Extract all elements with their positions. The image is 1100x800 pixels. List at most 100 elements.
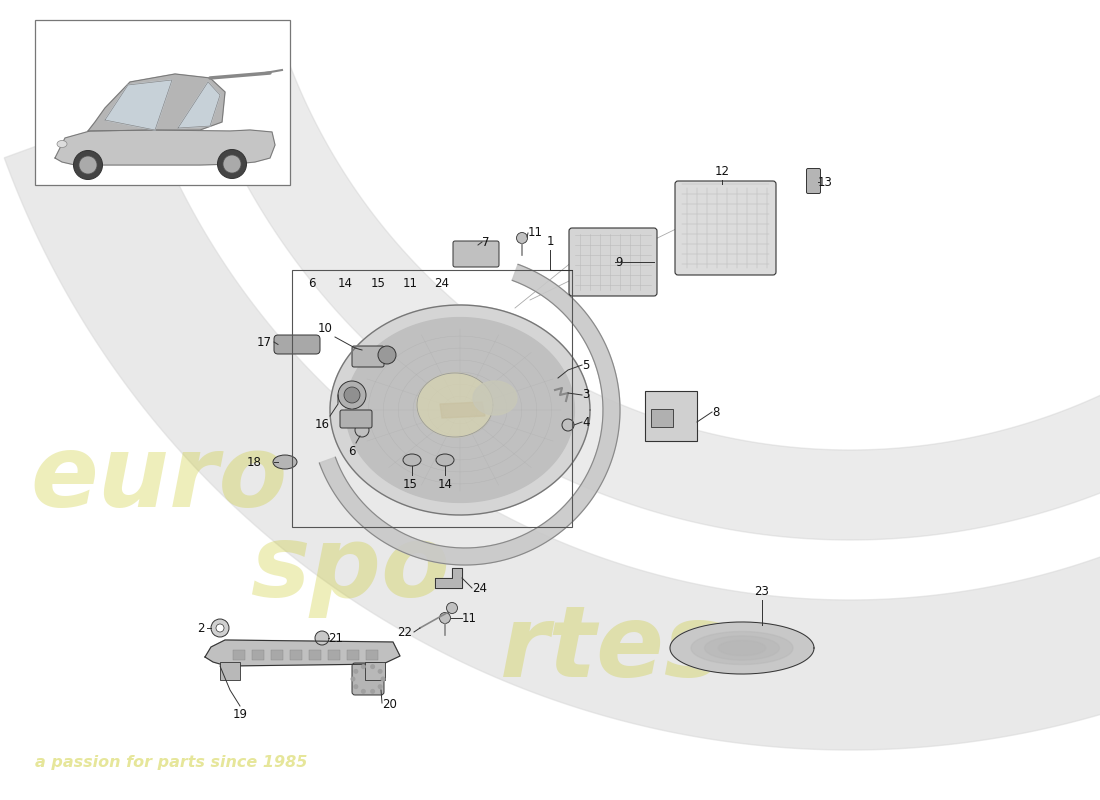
FancyBboxPatch shape [352,663,384,695]
Polygon shape [417,373,493,437]
Bar [328,650,340,660]
Bar [365,662,385,680]
Circle shape [361,689,366,694]
Text: 14: 14 [438,478,452,491]
Polygon shape [440,402,485,418]
Bar [271,650,283,660]
Text: 15: 15 [403,478,417,491]
Polygon shape [330,305,590,515]
FancyBboxPatch shape [274,335,320,354]
Text: 24: 24 [434,277,450,290]
Circle shape [79,156,97,174]
Bar [35,20,290,185]
FancyBboxPatch shape [806,169,821,194]
Text: 7: 7 [482,235,490,249]
Polygon shape [473,381,517,415]
Polygon shape [88,74,225,131]
Text: 20: 20 [382,698,397,711]
Text: 23: 23 [755,585,769,598]
Bar [233,650,245,660]
Text: 15: 15 [371,277,385,290]
Ellipse shape [57,141,67,147]
Circle shape [517,233,528,243]
Text: 14: 14 [338,277,352,290]
Circle shape [562,419,574,431]
Polygon shape [178,82,220,128]
FancyBboxPatch shape [352,346,384,367]
Text: 9: 9 [615,255,623,269]
Text: 22: 22 [397,626,412,638]
Text: 24: 24 [472,582,487,594]
Circle shape [315,631,329,645]
Text: 18: 18 [248,455,262,469]
Bar [366,650,378,660]
Polygon shape [718,640,766,656]
Ellipse shape [273,455,297,469]
Text: 13: 13 [818,175,833,189]
Text: 19: 19 [232,708,248,721]
Text: spo: spo [250,522,450,618]
Polygon shape [345,318,574,502]
Circle shape [353,684,359,689]
Polygon shape [319,264,620,565]
Ellipse shape [403,454,421,466]
Polygon shape [691,631,793,665]
Text: 21: 21 [328,631,343,645]
Bar [346,650,359,660]
Text: 6: 6 [349,445,355,458]
Text: 1: 1 [547,235,553,248]
Polygon shape [4,106,1100,750]
Polygon shape [205,640,400,666]
Circle shape [74,150,102,179]
Bar [252,650,264,660]
Text: rtes: rtes [500,602,725,698]
Text: 4: 4 [582,415,590,429]
FancyBboxPatch shape [675,181,776,275]
FancyBboxPatch shape [569,228,657,296]
Circle shape [218,150,246,178]
Text: 16: 16 [315,418,330,431]
Polygon shape [104,80,172,130]
Polygon shape [670,622,814,674]
Circle shape [223,155,241,173]
Bar [290,650,303,660]
Text: a passion for parts since 1985: a passion for parts since 1985 [35,754,307,770]
Text: 5: 5 [582,358,590,371]
Circle shape [370,689,375,694]
Ellipse shape [436,454,454,466]
Text: 8: 8 [712,406,719,418]
Circle shape [440,613,451,623]
Text: 11: 11 [462,611,477,625]
Circle shape [377,684,383,689]
Circle shape [378,346,396,364]
Bar [309,650,321,660]
FancyBboxPatch shape [645,391,697,441]
Circle shape [351,677,355,682]
Polygon shape [55,130,275,165]
FancyBboxPatch shape [340,410,372,428]
Circle shape [447,602,458,614]
Circle shape [216,624,224,632]
Text: 6: 6 [308,277,316,290]
Polygon shape [434,568,462,588]
Text: 11: 11 [403,277,418,290]
Circle shape [353,669,359,674]
Polygon shape [705,636,780,660]
Circle shape [377,669,383,674]
Bar [292,270,572,527]
Circle shape [355,423,368,437]
Text: 12: 12 [715,165,729,178]
Circle shape [370,664,375,669]
Text: euro: euro [30,431,287,529]
Circle shape [381,677,385,682]
Text: 10: 10 [318,322,332,335]
Circle shape [361,664,366,669]
Bar [220,662,240,680]
Polygon shape [201,55,1100,540]
Circle shape [211,619,229,637]
Circle shape [344,387,360,403]
Circle shape [338,381,366,409]
Text: 11: 11 [528,226,543,238]
Text: 17: 17 [257,335,272,349]
Text: 2: 2 [198,622,205,634]
